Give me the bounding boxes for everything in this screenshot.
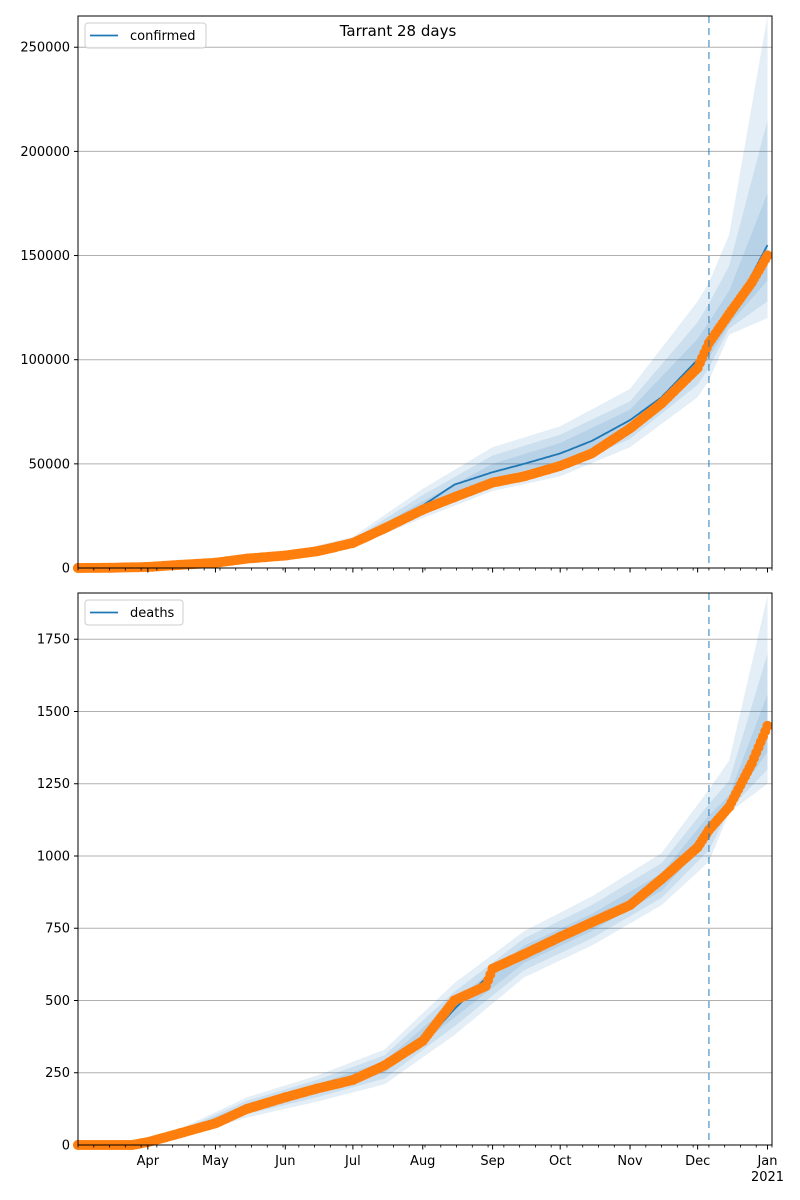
legend: confirmed [84, 22, 207, 49]
x-tick-label: Aug [410, 1154, 435, 1169]
observed-point [379, 523, 390, 534]
observed-point [746, 758, 757, 769]
observed-point [724, 308, 735, 319]
y-tick-label: 0 [62, 562, 70, 577]
observed-point [625, 900, 635, 911]
observed-point [347, 1075, 358, 1085]
observed-point [586, 917, 597, 928]
legend-label: deaths [130, 606, 175, 621]
legend: deaths [84, 599, 184, 626]
observed-point [449, 492, 460, 503]
axes-frame [77, 592, 773, 1146]
confirmed-panel: 0 50000 100000 150000 200000 250000 confirmed [20, 15, 773, 577]
y-tick-label: 1750 [37, 633, 70, 648]
legend-label: confirmed [130, 29, 196, 44]
y-tick-label: 200000 [20, 145, 70, 160]
x-tick-label: Dec [685, 1154, 710, 1169]
observed-point [519, 471, 530, 482]
observed-point [242, 553, 252, 564]
observed-point [449, 995, 460, 1006]
observed-point [311, 546, 322, 557]
y-tick-label: 150000 [20, 249, 70, 264]
y-tick-label: 250000 [20, 41, 70, 56]
observed-point [487, 963, 498, 974]
observed-point [487, 477, 498, 488]
observed-point [210, 557, 221, 568]
x-year-label: 2021 [751, 1170, 784, 1185]
y-tick-label: 1500 [37, 705, 70, 720]
x-tick-label: Nov [617, 1154, 643, 1169]
x-tick-label: May [202, 1154, 229, 1169]
x-tick-label: Sep [480, 1154, 505, 1169]
observed-point [656, 874, 667, 885]
observed-point [417, 504, 428, 515]
legend-box [84, 599, 184, 626]
observed-point [174, 559, 185, 570]
observed-point [311, 1083, 322, 1094]
observed-point [280, 550, 291, 561]
observed-point [280, 1092, 291, 1103]
deaths-line [78, 728, 769, 1146]
observed-point [555, 931, 566, 942]
observed-point [762, 250, 773, 261]
axes-frame [77, 15, 773, 569]
x-tick-label: Jun [274, 1154, 295, 1169]
observed-point [347, 538, 358, 548]
observed-point [555, 460, 566, 471]
y-tick-label: 250 [45, 1066, 70, 1081]
observed-point [210, 1118, 221, 1129]
observed-point [379, 1060, 390, 1071]
y-tick-label: 0 [62, 1139, 70, 1154]
observed-point [480, 981, 491, 991]
observed-point [519, 949, 530, 960]
observed-point [625, 423, 635, 434]
observed-point [586, 448, 597, 459]
x-tick-label: Jul [344, 1154, 361, 1169]
observed-point [746, 277, 757, 288]
observed-point [762, 720, 773, 731]
y-tick-label: 1000 [37, 849, 70, 864]
confidence-band [78, 120, 768, 568]
observed-point [242, 1103, 252, 1114]
deaths-panel: 0 250 500 750 1000 1250 1500 1750 Apr May Jun Jul Au… [37, 592, 784, 1185]
x-tick-label: Oct [549, 1154, 571, 1169]
x-tick-label: Apr [137, 1154, 160, 1169]
y-tick-label: 50000 [29, 457, 70, 472]
confidence-band [78, 694, 768, 1145]
observed-point [692, 363, 703, 373]
y-tick-label: 500 [45, 994, 70, 1009]
legend-box [84, 22, 207, 49]
observed-point [656, 398, 667, 409]
observed-point [724, 801, 735, 812]
observed-point [417, 1036, 428, 1046]
observed-point [142, 562, 153, 572]
y-tick-label: 750 [45, 922, 70, 937]
observed-point [174, 1128, 185, 1139]
observed-point [703, 825, 714, 835]
y-tick-label: 100000 [20, 353, 70, 368]
x-tick-label: Jan [756, 1154, 777, 1169]
observed-point [692, 842, 703, 853]
chart-title: Tarrant 28 days [339, 22, 457, 40]
y-tick-label: 1250 [37, 777, 70, 792]
confidence-band [78, 16, 768, 568]
